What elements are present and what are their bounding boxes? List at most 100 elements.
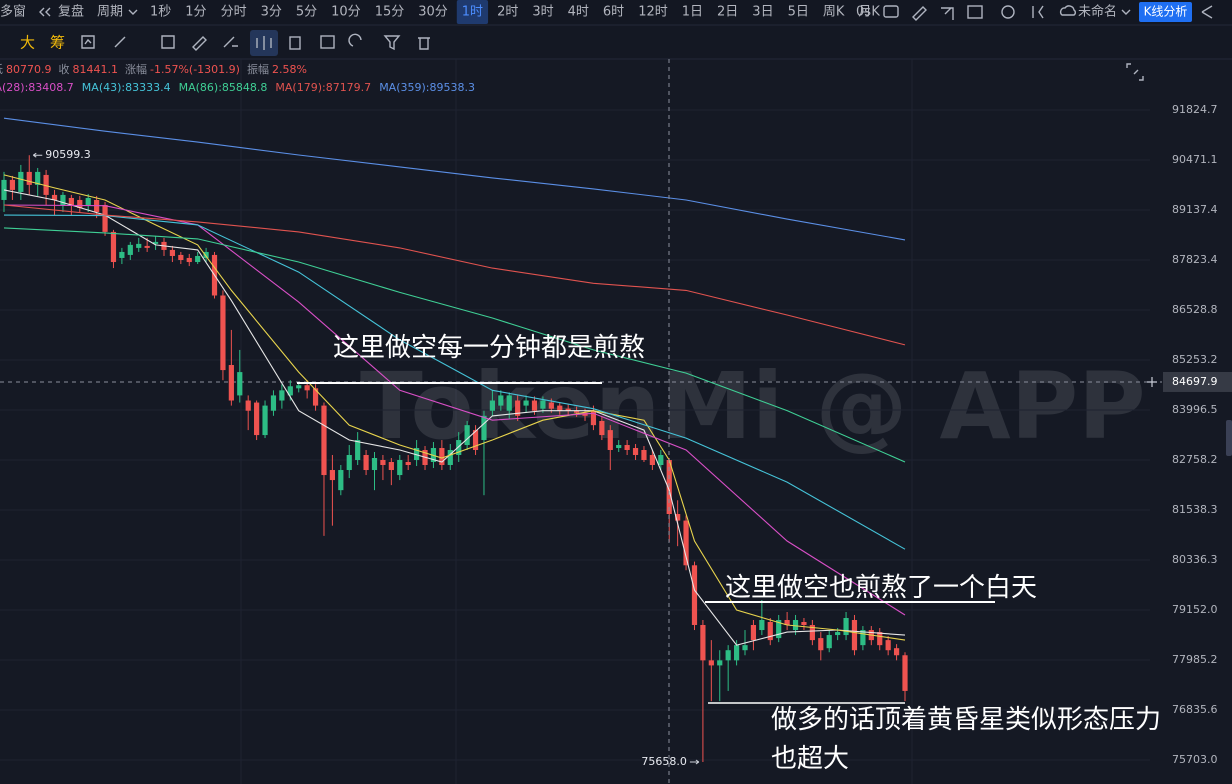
candle-body bbox=[801, 622, 807, 625]
candle-body bbox=[405, 461, 411, 466]
plot: 90599.3 75658.0 bbox=[1, 117, 908, 768]
candle-body bbox=[388, 461, 394, 471]
ma-line bbox=[3, 174, 906, 641]
dropdown-icon[interactable] bbox=[128, 9, 138, 15]
side-tab[interactable] bbox=[1226, 420, 1232, 456]
y-tick-label: 85253.2 bbox=[1172, 353, 1218, 366]
tool-icon[interactable] bbox=[161, 35, 175, 49]
tool-icon[interactable] bbox=[256, 36, 272, 50]
candle-body bbox=[893, 648, 900, 656]
toolbar-icons bbox=[39, 5, 1232, 456]
candle-body bbox=[9, 179, 16, 190]
tool-icon[interactable] bbox=[289, 36, 301, 50]
interval-button[interactable]: 4时 bbox=[568, 5, 589, 20]
y-tick-label: 89137.4 bbox=[1172, 203, 1218, 216]
tool-icon[interactable] bbox=[418, 37, 430, 50]
candle-body bbox=[632, 448, 639, 455]
candle-body bbox=[464, 425, 470, 446]
window-icon[interactable] bbox=[967, 5, 983, 19]
dropdown-icon[interactable] bbox=[1121, 9, 1131, 15]
crosshair-plus[interactable] bbox=[1147, 376, 1157, 387]
interval-button[interactable]: 3日 bbox=[752, 5, 773, 20]
toolbar-bg bbox=[0, 0, 1232, 25]
interval-button[interactable]: 月K bbox=[858, 5, 880, 20]
tool-button[interactable]: 筹 bbox=[50, 34, 65, 52]
share-icon[interactable] bbox=[1201, 5, 1213, 19]
fullscreen-icon[interactable] bbox=[1126, 63, 1144, 81]
y-tick-label: 75703.0 bbox=[1172, 753, 1218, 766]
candle-body bbox=[590, 410, 597, 426]
interval-button[interactable]: 3时 bbox=[532, 5, 553, 20]
candle-body bbox=[329, 470, 336, 481]
interval-button[interactable]: 6时 bbox=[603, 5, 624, 20]
tool-icon[interactable] bbox=[320, 35, 335, 49]
candle-body bbox=[279, 390, 285, 401]
interval-button[interactable]: 5日 bbox=[788, 5, 809, 20]
cloud-icon[interactable] bbox=[1059, 5, 1076, 16]
crosshair-price-bg bbox=[1163, 371, 1232, 392]
tool-button[interactable]: 大 bbox=[20, 34, 35, 52]
camera-icon[interactable] bbox=[883, 5, 899, 18]
expand-icon[interactable] bbox=[941, 7, 954, 20]
tool-icon[interactable] bbox=[348, 33, 362, 47]
y-tick-label: 87823.4 bbox=[1172, 253, 1218, 266]
tool-icon[interactable] bbox=[383, 35, 401, 51]
candle-body bbox=[624, 445, 630, 451]
candle-body bbox=[616, 445, 622, 449]
candle-body bbox=[675, 514, 681, 521]
candle-body bbox=[717, 660, 723, 666]
interval-button[interactable]: 15分 bbox=[375, 5, 405, 20]
interval-button[interactable]: 2时 bbox=[497, 5, 518, 20]
candle-body bbox=[649, 454, 655, 466]
tool-icon[interactable] bbox=[223, 36, 238, 48]
interval-button[interactable]: 分时 bbox=[221, 5, 247, 20]
candle-body bbox=[127, 244, 133, 255]
candle-body bbox=[220, 295, 226, 371]
layout-name[interactable]: 未命名 bbox=[1078, 4, 1117, 20]
settings-icon[interactable] bbox=[1001, 5, 1015, 19]
interval-button[interactable]: 2日 bbox=[717, 5, 738, 20]
y-tick-label: 90471.1 bbox=[1172, 153, 1218, 166]
interval-button[interactable]: 12时 bbox=[638, 5, 668, 20]
candle-body bbox=[296, 385, 302, 389]
annotation: 这里做空每一分钟都是煎熬 bbox=[333, 333, 645, 363]
candle-body bbox=[136, 243, 142, 248]
candle-body bbox=[447, 450, 453, 466]
candle-body bbox=[195, 255, 201, 263]
info-label: 低 bbox=[0, 63, 3, 76]
interval-button[interactable]: 1时 bbox=[462, 5, 483, 20]
analysis-button-bg[interactable] bbox=[1139, 2, 1192, 22]
extreme-label: 75658.0 bbox=[641, 755, 687, 768]
tool-icon[interactable] bbox=[81, 35, 95, 49]
candle-body bbox=[489, 400, 495, 411]
candle-body bbox=[346, 454, 352, 471]
analysis-button[interactable]: K线分析 bbox=[1144, 5, 1188, 19]
interval-button[interactable]: 30分 bbox=[418, 5, 448, 20]
tool-icon[interactable] bbox=[192, 36, 207, 51]
candle-body bbox=[245, 400, 251, 411]
toolbar-button[interactable]: 复盘 bbox=[58, 4, 84, 20]
toolbar-button[interactable]: 周期 bbox=[97, 5, 123, 20]
interval-button[interactable]: 1分 bbox=[185, 5, 206, 20]
replay-icon[interactable] bbox=[39, 7, 51, 17]
interval-button[interactable]: 周K bbox=[823, 5, 845, 20]
candle-body bbox=[700, 624, 706, 661]
candle-body bbox=[414, 448, 420, 460]
annotation: 也超大 bbox=[771, 744, 849, 774]
interval-button[interactable]: 1日 bbox=[682, 5, 703, 20]
candle-body bbox=[742, 645, 748, 651]
interval-button[interactable]: 10分 bbox=[331, 5, 361, 20]
draw-icon[interactable] bbox=[912, 6, 927, 21]
collapse-icon[interactable] bbox=[1032, 5, 1044, 19]
legend-entry: MA(179):87179.7 bbox=[275, 81, 371, 94]
candle-body bbox=[35, 171, 41, 185]
candle-body bbox=[262, 405, 268, 436]
interval-button[interactable]: 1秒 bbox=[150, 5, 171, 20]
candle-body bbox=[102, 204, 108, 232]
toolbar-button[interactable]: 多窗 bbox=[0, 4, 26, 20]
candle-body bbox=[599, 420, 605, 436]
tool-icon[interactable] bbox=[114, 36, 126, 48]
interval-button[interactable]: 5分 bbox=[296, 5, 317, 20]
ma-line bbox=[3, 204, 906, 346]
interval-button[interactable]: 3分 bbox=[261, 5, 282, 20]
